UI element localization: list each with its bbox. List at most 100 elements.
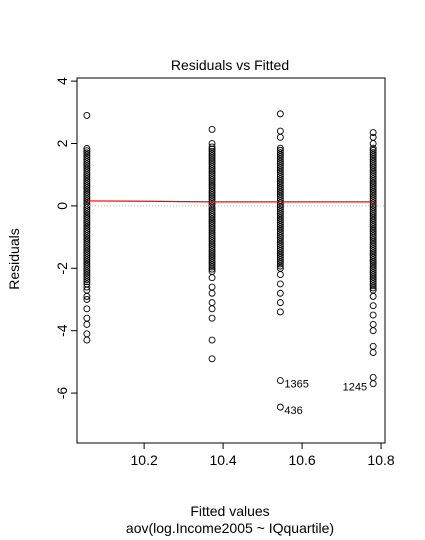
data-point (276, 234, 284, 242)
data-point (369, 277, 377, 285)
data-point (83, 164, 91, 172)
data-point (369, 267, 377, 274)
data-point (276, 175, 284, 183)
data-point (369, 264, 377, 272)
data-point (208, 239, 216, 247)
data-point (276, 192, 284, 200)
data-point (208, 182, 216, 190)
data-point (369, 223, 377, 231)
data-point (208, 176, 216, 184)
data-point (208, 217, 216, 225)
data-point (208, 211, 216, 219)
data-point (276, 403, 284, 411)
data-point (369, 175, 377, 183)
data-point (369, 282, 377, 290)
data-point (369, 160, 377, 167)
data-point (208, 219, 216, 227)
data-point (276, 253, 284, 261)
y-axis-label: Residuals (6, 228, 22, 289)
data-point (83, 276, 91, 283)
data-point (83, 169, 91, 176)
data-point (208, 289, 216, 297)
data-point (369, 181, 377, 189)
data-point (208, 165, 216, 173)
data-point (83, 283, 91, 291)
data-point (208, 143, 216, 151)
data-point (369, 186, 377, 194)
data-point (276, 225, 284, 233)
data-point (83, 193, 91, 200)
data-point (369, 184, 377, 191)
data-point (369, 349, 377, 356)
data-point (369, 275, 377, 283)
data-point (276, 166, 284, 174)
data-point (83, 151, 91, 159)
data-point (83, 204, 91, 211)
data-point (83, 158, 91, 166)
data-point (208, 226, 216, 234)
data-point (369, 243, 377, 250)
data-point (276, 216, 284, 224)
data-point (83, 330, 91, 338)
data-point (83, 160, 91, 168)
data-point (276, 249, 284, 257)
data-point (369, 153, 377, 161)
data-point (208, 243, 216, 251)
data-point (276, 197, 284, 205)
outlier-label: 1245 (343, 382, 367, 394)
data-point (83, 155, 91, 163)
data-point (276, 280, 284, 288)
data-point (369, 258, 377, 266)
data-point (369, 218, 377, 226)
data-point (208, 336, 216, 344)
data-point (83, 149, 91, 157)
data-point (276, 245, 284, 253)
data-point (208, 213, 216, 221)
data-point (83, 175, 91, 183)
data-point (83, 214, 91, 222)
data-point (369, 271, 377, 279)
data-point (369, 236, 377, 244)
data-point (369, 173, 377, 181)
data-point (369, 188, 377, 196)
data-point (276, 133, 284, 141)
data-point (208, 299, 216, 307)
data-point (83, 201, 91, 209)
x-tick-label: 10.4 (209, 452, 236, 468)
data-point (83, 206, 91, 214)
data-point (83, 182, 91, 190)
data-point (369, 214, 377, 222)
data-point (208, 154, 216, 162)
data-point (369, 190, 377, 198)
data-point (208, 237, 216, 245)
data-point (276, 203, 284, 211)
data-point (83, 271, 91, 279)
data-point (276, 177, 284, 185)
data-point (369, 205, 377, 213)
data-point (83, 260, 91, 268)
data-point (83, 256, 91, 264)
data-point (83, 195, 91, 203)
data-point (208, 228, 216, 236)
data-point (83, 188, 91, 196)
data-point (83, 262, 91, 270)
data-point (276, 299, 284, 307)
data-point (83, 230, 91, 238)
data-point (83, 314, 91, 322)
data-point (276, 236, 284, 244)
data-point (208, 187, 216, 195)
data-point (208, 274, 216, 282)
data-point (208, 257, 216, 264)
data-point (276, 262, 284, 270)
data-point (369, 212, 377, 220)
data-point (83, 228, 91, 235)
data-point (369, 210, 377, 218)
data-point (369, 151, 377, 159)
data-point (369, 280, 377, 288)
data-point (83, 269, 91, 277)
data-point (369, 146, 377, 154)
y-tick-label: -2 (54, 262, 70, 275)
data-point (83, 296, 91, 303)
data-point (369, 179, 377, 187)
data-point (83, 111, 91, 119)
